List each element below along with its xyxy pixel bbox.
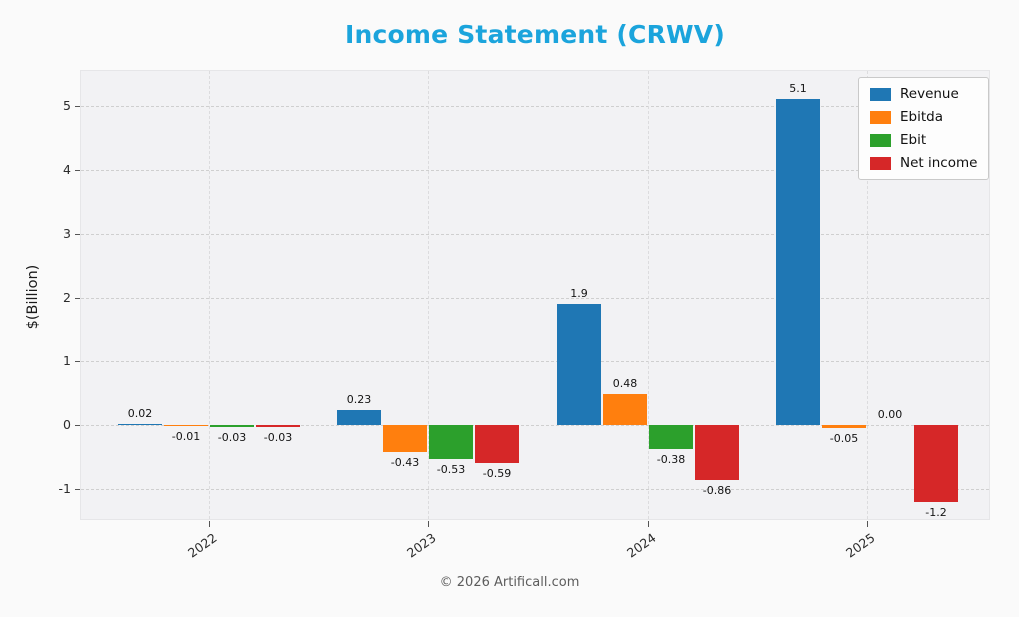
y-tick-mark <box>75 361 80 363</box>
bar-value-label: -0.43 <box>390 456 420 470</box>
x-tick-label: 2025 <box>842 530 878 561</box>
footer-credit: © 2026 Artificall.com <box>439 575 580 590</box>
y-tick-label: 1 <box>63 353 71 369</box>
bar-net-income-2023 <box>475 425 519 464</box>
bar-value-label: -0.59 <box>482 467 512 481</box>
legend-swatch-revenue-icon <box>870 87 891 101</box>
legend-swatch-ebit-icon <box>870 133 891 147</box>
bar-ebit-2022 <box>210 425 254 428</box>
bar-value-label: -0.53 <box>436 463 466 477</box>
gridline-horizontal <box>81 169 989 171</box>
bar-revenue-2022 <box>118 424 162 426</box>
legend-item-ebitda: Ebitda <box>870 109 977 125</box>
legend-swatch-net-income-icon <box>870 156 891 170</box>
bar-value-label: -0.01 <box>171 430 201 444</box>
y-tick-label: 3 <box>63 225 71 241</box>
y-tick-mark <box>75 169 80 171</box>
plot-area: -1 0 1 2 3 4 5 2022 2023 2024 2025 0.02 0.23 1.9 5.1 -0… <box>59 70 990 561</box>
y-tick-label: 5 <box>63 98 71 114</box>
x-tick-label: 2023 <box>403 530 439 561</box>
bar-value-label: -1.2 <box>925 506 947 520</box>
gridline-horizontal <box>81 106 989 108</box>
y-tick-mark <box>75 489 80 491</box>
bar-value-label: -0.03 <box>263 431 293 445</box>
bar-value-label: 0.00 <box>877 408 903 422</box>
bar-net-income-2024 <box>695 425 739 481</box>
bar-ebit-2023 <box>429 425 473 460</box>
y-tick-label: -1 <box>58 481 71 497</box>
bar-net-income-2022 <box>256 425 300 428</box>
legend-label-ebitda: Ebitda <box>900 109 943 125</box>
x-tick-mark <box>648 521 649 527</box>
gridline-vertical <box>648 71 649 519</box>
gridline-horizontal <box>81 233 989 235</box>
x-tick-mark <box>428 521 429 527</box>
gridline-vertical <box>867 71 868 519</box>
gridline-vertical <box>428 71 429 519</box>
bar-value-label: 1.9 <box>570 287 588 301</box>
legend-item-net-income: Net income <box>870 155 977 171</box>
gridline-horizontal <box>81 425 989 427</box>
bar-value-label: 0.23 <box>346 393 372 407</box>
legend-label-revenue: Revenue <box>900 86 959 102</box>
y-tick-label: 0 <box>63 417 71 433</box>
gridline-horizontal <box>81 297 989 299</box>
bar-ebitda-2025 <box>822 425 866 429</box>
bar-value-label: -0.38 <box>656 453 686 467</box>
y-tick-mark <box>75 233 80 235</box>
gridline-vertical <box>209 71 210 519</box>
bar-value-label: 0.48 <box>612 377 638 391</box>
bar-value-label: 0.02 <box>127 407 153 421</box>
bar-value-label: -0.03 <box>217 431 247 445</box>
legend: Revenue Ebitda Ebit Net income <box>858 77 990 180</box>
bar-revenue-2025 <box>776 99 820 426</box>
chart-title: Income Statement (CRWV) <box>345 20 725 49</box>
bar-revenue-2023 <box>337 410 381 426</box>
x-tick-mark <box>209 521 210 527</box>
y-tick-mark <box>75 106 80 108</box>
y-tick-mark <box>75 425 80 427</box>
legend-label-ebit: Ebit <box>900 132 927 148</box>
bar-ebitda-2024 <box>603 394 647 426</box>
y-tick-label: 4 <box>63 161 71 177</box>
bar-revenue-2024 <box>557 304 601 426</box>
gridline-horizontal <box>81 489 989 491</box>
legend-swatch-ebitda-icon <box>870 110 891 124</box>
legend-item-revenue: Revenue <box>870 86 977 102</box>
gridline-horizontal <box>81 361 989 363</box>
x-tick-label: 2024 <box>623 530 659 561</box>
bar-value-label: -0.05 <box>829 432 859 446</box>
bar-value-label: 5.1 <box>789 82 807 96</box>
legend-item-ebit: Ebit <box>870 132 977 148</box>
bar-ebitda-2022 <box>164 425 208 427</box>
bar-ebitda-2023 <box>383 425 427 453</box>
y-tick-label: 2 <box>63 289 71 305</box>
bar-ebit-2024 <box>649 425 693 450</box>
bar-value-label: -0.86 <box>702 484 732 498</box>
y-tick-mark <box>75 297 80 299</box>
x-tick-mark <box>867 521 868 527</box>
legend-label-net-income: Net income <box>900 155 978 171</box>
x-tick-label: 2022 <box>184 530 220 561</box>
bar-net-income-2025 <box>914 425 958 503</box>
